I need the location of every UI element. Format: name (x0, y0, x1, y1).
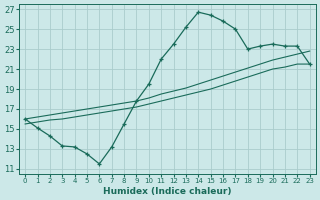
X-axis label: Humidex (Indice chaleur): Humidex (Indice chaleur) (103, 187, 232, 196)
